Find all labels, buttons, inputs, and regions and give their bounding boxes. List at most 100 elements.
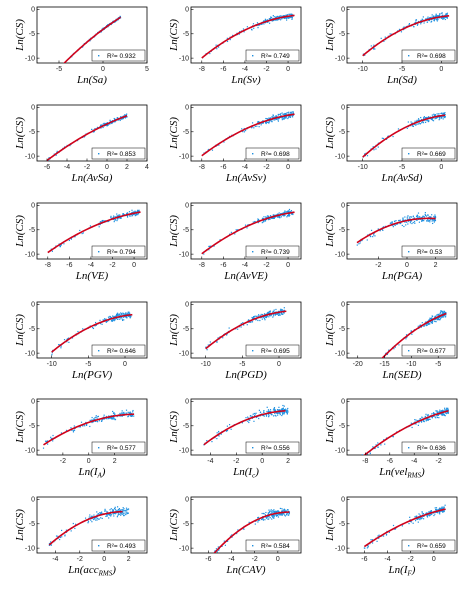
data-point bbox=[443, 414, 445, 416]
data-point bbox=[405, 26, 407, 28]
data-point bbox=[251, 122, 254, 124]
data-point bbox=[423, 515, 425, 517]
y-tick-label: 0 bbox=[341, 399, 345, 406]
data-point bbox=[226, 334, 228, 336]
data-point bbox=[244, 129, 247, 132]
x-tick-label: 0 bbox=[432, 556, 436, 563]
data-point bbox=[244, 224, 247, 226]
data-point bbox=[71, 337, 74, 339]
data-point bbox=[63, 339, 66, 341]
x-axis-label: Ln(AvVE) bbox=[223, 270, 268, 282]
legend-marker bbox=[98, 251, 100, 253]
y-tick-label: -5 bbox=[339, 129, 345, 136]
data-point bbox=[118, 507, 121, 510]
data-point bbox=[286, 17, 288, 19]
data-point bbox=[101, 220, 103, 222]
x-tick-label: 0 bbox=[102, 556, 106, 563]
r-squared-label: R²= 0.932 bbox=[107, 53, 136, 60]
data-point bbox=[428, 511, 430, 514]
legend-box bbox=[401, 245, 456, 258]
fit-curve bbox=[362, 14, 450, 57]
data-point bbox=[274, 19, 276, 21]
data-point bbox=[110, 514, 112, 516]
data-point bbox=[120, 509, 122, 511]
data-point bbox=[426, 514, 428, 517]
data-point bbox=[444, 314, 446, 316]
data-point bbox=[79, 229, 81, 232]
data-point bbox=[432, 222, 434, 225]
data-point bbox=[439, 319, 441, 321]
data-point bbox=[434, 214, 436, 216]
data-point bbox=[276, 15, 278, 18]
x-tick-label: 0 bbox=[439, 164, 443, 171]
data-point bbox=[280, 308, 282, 310]
data-point bbox=[117, 506, 119, 508]
data-point bbox=[104, 319, 106, 321]
data-point bbox=[243, 528, 245, 530]
data-point bbox=[69, 145, 71, 147]
data-point bbox=[434, 507, 436, 509]
data-point bbox=[279, 114, 281, 116]
data-point bbox=[440, 507, 442, 509]
data-point bbox=[119, 16, 121, 18]
y-tick-label: 0 bbox=[341, 497, 345, 504]
data-point bbox=[416, 24, 419, 26]
data-point bbox=[437, 314, 440, 316]
data-point bbox=[278, 406, 280, 408]
x-axis-label: Ln(accRMS) bbox=[67, 564, 116, 578]
data-point bbox=[409, 218, 411, 220]
data-point bbox=[374, 48, 376, 50]
data-point bbox=[122, 319, 124, 322]
data-point bbox=[398, 344, 400, 346]
data-point bbox=[100, 127, 102, 129]
data-point bbox=[125, 412, 127, 414]
x-axis-label: Ln(AvSd) bbox=[381, 172, 423, 184]
x-tick-label: -10 bbox=[358, 66, 368, 73]
data-point bbox=[203, 253, 205, 255]
data-point bbox=[254, 523, 256, 525]
data-point bbox=[268, 509, 270, 511]
x-tick-label: -2 bbox=[233, 458, 239, 465]
data-point bbox=[438, 417, 440, 419]
data-point bbox=[283, 113, 285, 115]
data-point bbox=[125, 511, 127, 513]
data-point bbox=[137, 214, 139, 216]
data-point bbox=[373, 233, 375, 235]
data-point bbox=[433, 221, 435, 223]
legend-marker bbox=[98, 55, 100, 57]
data-point bbox=[391, 221, 393, 223]
data-point bbox=[259, 319, 261, 322]
data-point bbox=[431, 220, 433, 222]
data-point bbox=[243, 324, 245, 326]
x-tick-label: -4 bbox=[228, 556, 234, 563]
data-point bbox=[129, 415, 132, 417]
data-point bbox=[288, 208, 291, 211]
data-point bbox=[283, 212, 285, 214]
data-point bbox=[423, 117, 425, 119]
data-point bbox=[431, 417, 434, 419]
data-point bbox=[254, 221, 256, 223]
data-point bbox=[287, 407, 289, 410]
data-point bbox=[366, 453, 369, 455]
data-point bbox=[132, 213, 135, 216]
legend-marker bbox=[98, 153, 100, 155]
data-point bbox=[108, 415, 110, 417]
data-point bbox=[70, 530, 72, 532]
data-point bbox=[117, 314, 119, 316]
data-point bbox=[403, 26, 405, 28]
data-point bbox=[444, 18, 446, 21]
data-point bbox=[370, 235, 372, 238]
data-point bbox=[268, 18, 270, 20]
data-point bbox=[292, 112, 295, 114]
data-point bbox=[277, 19, 279, 21]
data-point bbox=[105, 515, 107, 517]
data-point bbox=[401, 224, 403, 227]
data-point bbox=[273, 408, 275, 410]
data-point bbox=[287, 116, 290, 118]
data-point bbox=[282, 313, 284, 315]
data-point bbox=[434, 118, 436, 120]
data-point bbox=[288, 513, 290, 515]
